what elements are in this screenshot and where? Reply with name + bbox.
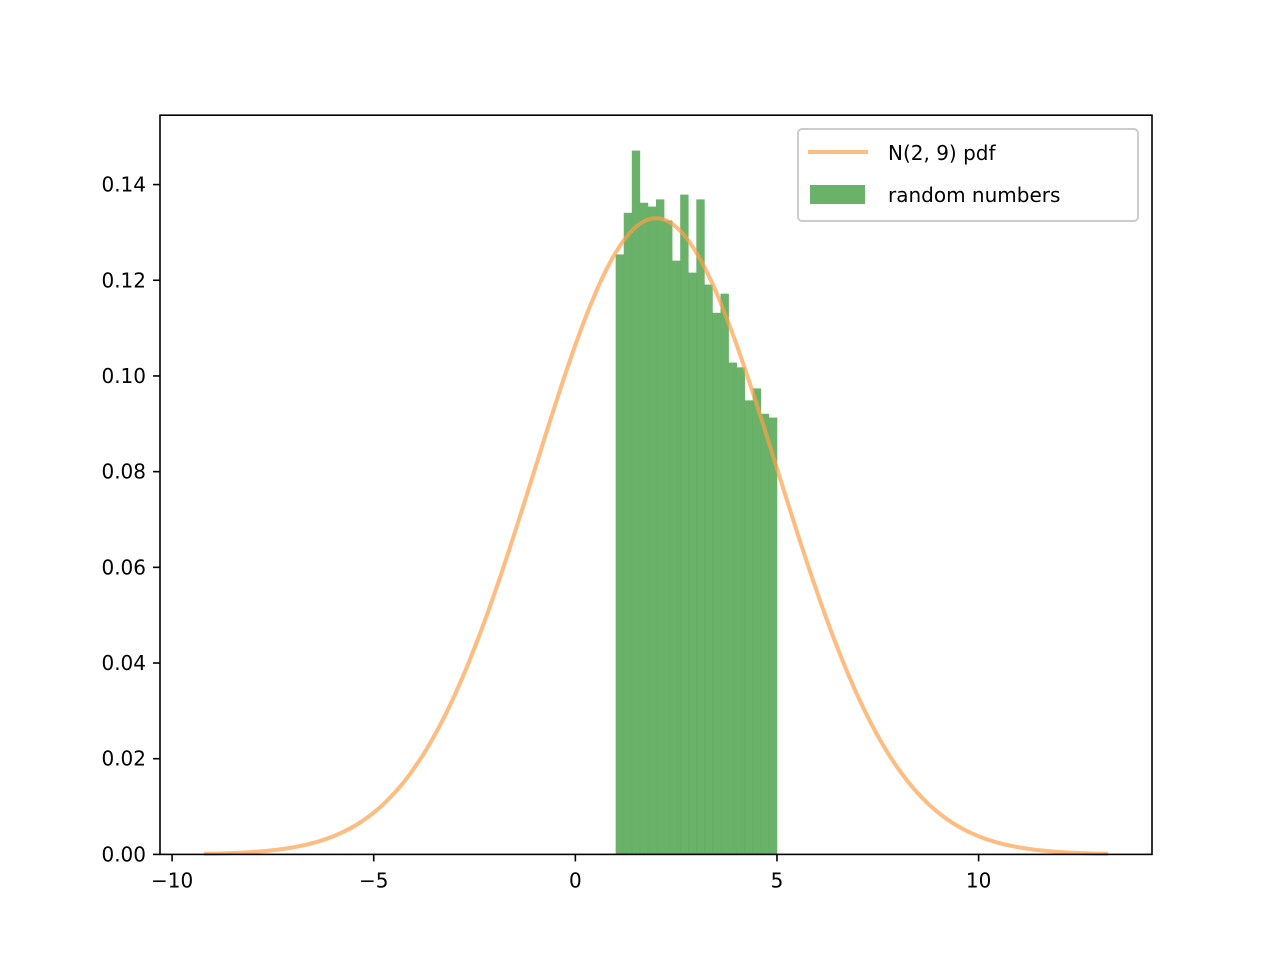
legend-box: [797, 128, 1139, 222]
plot-area: −10 −5 0 5 10 0.000.020.040.060.080.100.120.…: [101, 114, 1153, 892]
y-tick-label: 0.04: [101, 651, 146, 675]
histogram-bar: [623, 212, 633, 855]
histogram-bars: [615, 150, 778, 855]
y-tick-label: 0.02: [101, 747, 146, 771]
legend: N(2, 9) pdf random numbers: [797, 128, 1139, 222]
y-tick-label: 0.08: [101, 460, 146, 484]
histogram-bar: [688, 272, 697, 855]
histogram-bar: [656, 199, 665, 855]
histogram-bar: [760, 413, 770, 855]
histogram-bar: [736, 367, 746, 855]
histogram-bar: [752, 388, 762, 855]
histogram-bar: [768, 417, 778, 855]
legend-label-pdf: N(2, 9) pdf: [888, 141, 996, 165]
x-tick-label: 5: [771, 868, 784, 892]
histogram-bar: [664, 220, 673, 855]
histogram-bar: [615, 254, 625, 855]
histogram-bar: [639, 202, 649, 855]
axes-frame: [159, 114, 1153, 856]
histogram-bar: [720, 293, 729, 855]
y-tick-label: 0.00: [101, 842, 146, 866]
x-axis: −10 −5 0 5 10: [151, 854, 991, 892]
histogram-bar: [728, 362, 737, 855]
x-tick-label: −10: [151, 868, 193, 892]
y-tick-label: 0.14: [101, 173, 146, 197]
x-tick-label: 0: [569, 868, 582, 892]
legend-patch-swatch: [810, 185, 865, 204]
pdf-curve: [203, 216, 1109, 856]
y-axis: 0.00 0.02 0.04 0.06 0.08 0.10 0.12 0.14: [101, 173, 160, 866]
x-tick-label: 10: [966, 868, 991, 892]
legend-label-histogram: random numbers: [888, 183, 1060, 207]
histogram-bar: [696, 199, 705, 855]
y-tick-label: 0.06: [101, 555, 146, 579]
histogram-bar: [672, 260, 681, 855]
histogram-bar: [744, 400, 754, 855]
x-tick-label: −5: [359, 868, 388, 892]
histogram-bar: [680, 194, 689, 855]
histogram-bar: [712, 312, 721, 855]
y-tick-label: 0.10: [101, 364, 146, 388]
histogram-bar: [647, 206, 657, 855]
histogram-bar: [704, 284, 713, 855]
histogram-bar: [631, 150, 641, 855]
y-tick-label: 0.12: [101, 268, 146, 292]
